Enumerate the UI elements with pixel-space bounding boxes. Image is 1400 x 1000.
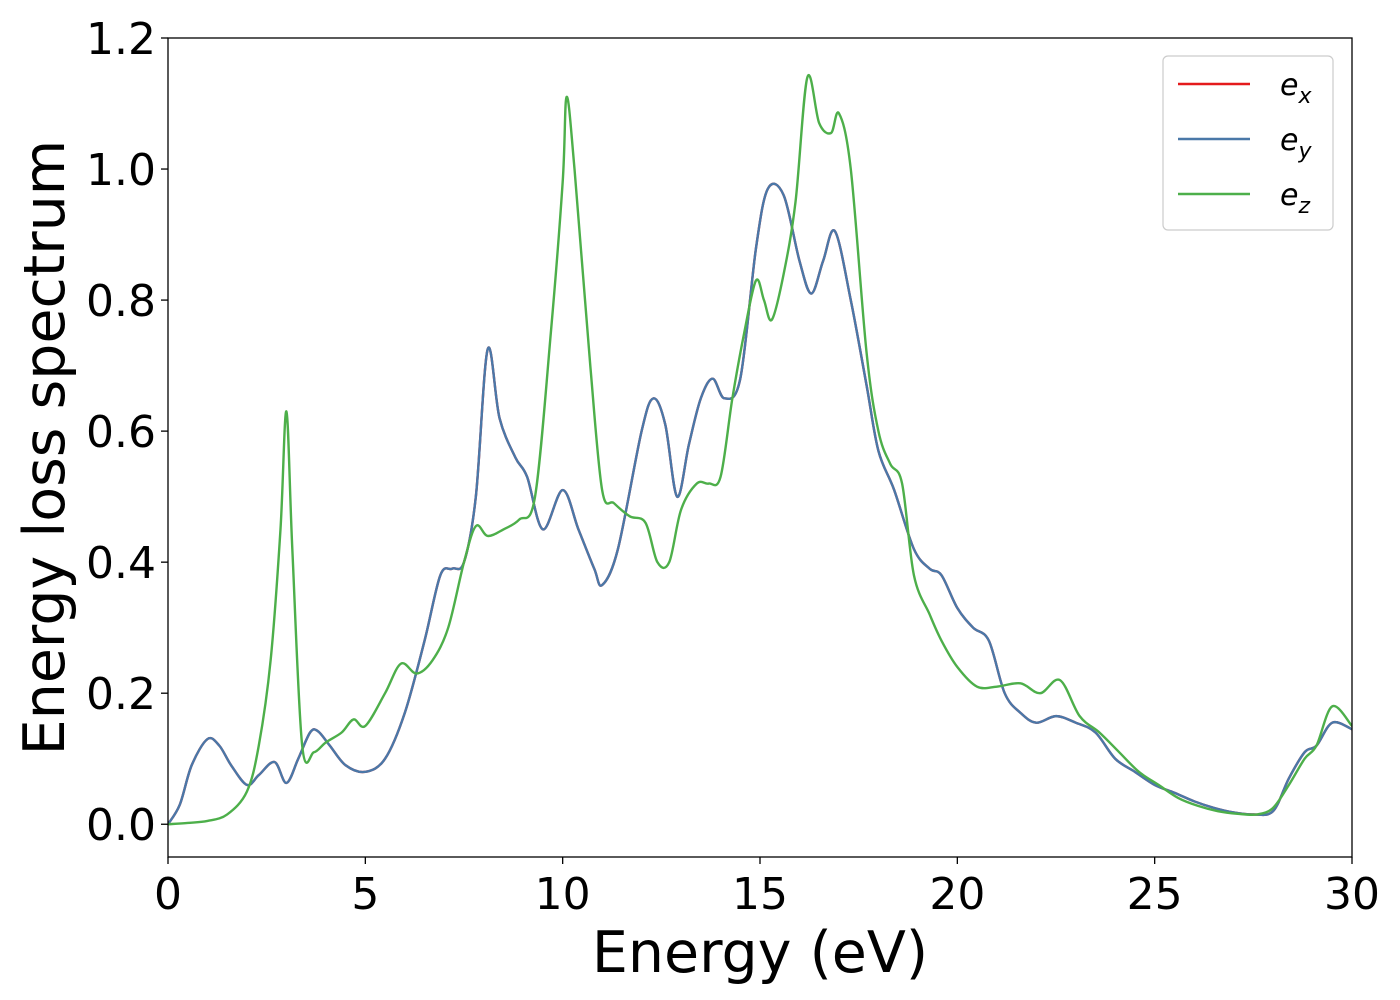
x-tick-label: 15 [732,869,788,920]
y-axis-ticks: 0.0 0.2 0.4 0.6 0.8 1.0 1.2 [86,14,168,851]
y-tick-label: 0.2 [86,669,156,720]
series-line-e_z [168,73,1352,826]
series-line-e_y [168,182,1352,826]
x-tick-label: 30 [1324,869,1380,920]
legend: ex ey ez [1162,55,1334,231]
y-tick-label: 1.2 [86,14,156,65]
series-layer [168,73,1352,826]
x-tick-label: 20 [929,869,985,920]
legend-box [1162,55,1334,231]
y-tick-label: 0.4 [86,538,156,589]
y-tick-label: 1.0 [86,145,156,196]
y-tick-label: 0.6 [86,407,156,458]
legend-label-e_x: ex [1280,68,1312,109]
x-axis-label: Energy (eV) [592,920,928,986]
plot-frame [167,37,1353,858]
y-tick-label: 0.8 [86,276,156,327]
x-tick-label: 0 [154,869,182,920]
x-tick-label: 10 [535,869,591,920]
legend-label-e_y: ey [1280,123,1312,164]
legend-label-e_z: ez [1280,178,1310,219]
x-tick-label: 25 [1127,869,1183,920]
y-axis-label: Energy loss spectrum [12,140,78,756]
y-tick-label: 0.0 [86,800,156,851]
x-axis-ticks: 0 5 10 15 20 25 30 [154,857,1380,920]
x-tick-label: 5 [351,869,379,920]
